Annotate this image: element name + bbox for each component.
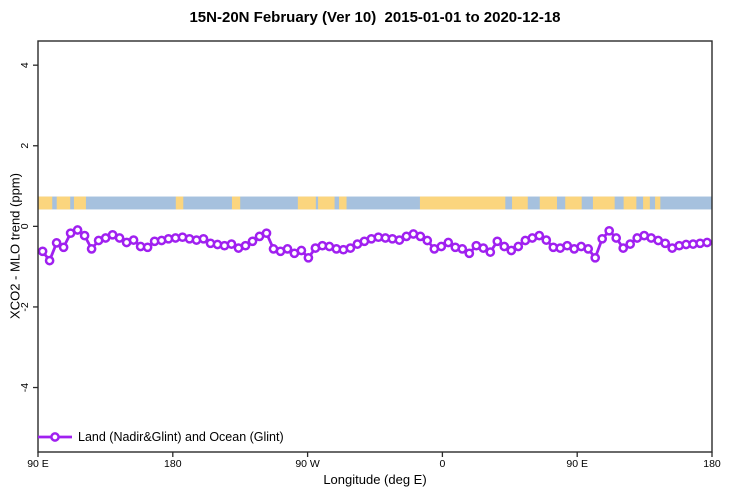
x-tick-label: 180 bbox=[703, 458, 721, 470]
data-point-marker bbox=[534, 230, 545, 241]
data-point-marker bbox=[261, 228, 272, 239]
land-band-segment bbox=[643, 196, 650, 210]
data-point-marker bbox=[443, 237, 454, 248]
data-point-marker bbox=[660, 238, 671, 249]
data-point-marker bbox=[58, 242, 69, 253]
y-tick-label: -2 bbox=[19, 302, 31, 311]
land-band-segment bbox=[297, 196, 316, 210]
data-point-marker bbox=[492, 236, 503, 247]
data-point-marker bbox=[72, 225, 83, 235]
y-tick-label: -4 bbox=[19, 383, 31, 392]
data-point-marker bbox=[625, 239, 636, 249]
plot-border bbox=[37, 40, 713, 453]
data-point-marker bbox=[44, 255, 55, 266]
legend: Land (Nadir&Glint) and Ocean (Glint) bbox=[38, 430, 284, 444]
y-tick-label: 4 bbox=[19, 62, 31, 68]
data-point-marker bbox=[478, 243, 489, 253]
data-point-marker bbox=[541, 235, 552, 245]
data-point-marker bbox=[618, 243, 629, 253]
data-point-marker bbox=[303, 252, 314, 263]
data-point-marker bbox=[499, 241, 510, 252]
data-point-marker bbox=[422, 235, 433, 246]
data-point-marker bbox=[86, 244, 97, 254]
land-ocean-band bbox=[38, 196, 712, 210]
chart-title: 15N-20N February (Ver 10) 2015-01-01 to … bbox=[189, 9, 561, 26]
data-point-marker bbox=[513, 241, 524, 252]
land-band-segment bbox=[339, 196, 347, 210]
data-point-marker bbox=[79, 230, 90, 241]
land-band-segment bbox=[512, 196, 528, 210]
data-point-marker bbox=[457, 244, 468, 254]
x-tick-label: 90 E bbox=[566, 458, 588, 470]
land-band-segment bbox=[623, 196, 637, 210]
data-point-marker bbox=[597, 233, 608, 244]
x-tick-label: 0 bbox=[439, 458, 445, 470]
land-band-segment bbox=[73, 196, 86, 210]
x-axis-label: Longitude (deg E) bbox=[323, 472, 427, 487]
data-point-marker bbox=[436, 241, 447, 252]
legend-marker-sample bbox=[50, 432, 60, 442]
x-tick-label: 180 bbox=[164, 458, 182, 470]
data-point-marker bbox=[464, 248, 475, 259]
land-band-segment bbox=[318, 196, 335, 210]
data-point-marker bbox=[240, 240, 251, 251]
data-point-marker bbox=[485, 247, 496, 257]
x-tick-label: 90 E bbox=[27, 458, 49, 470]
data-point-marker bbox=[128, 235, 139, 245]
data-point-marker bbox=[226, 239, 237, 249]
land-band-segment bbox=[539, 196, 557, 210]
data-point-marker bbox=[590, 252, 601, 263]
data-point-marker bbox=[296, 245, 307, 256]
data-point-marker bbox=[394, 235, 405, 245]
data-point-marker bbox=[702, 237, 712, 248]
land-band-segment bbox=[231, 196, 241, 210]
data-point-marker bbox=[506, 245, 517, 256]
land-band-segment bbox=[592, 196, 615, 210]
data-point-marker bbox=[37, 246, 48, 257]
axes: 90 E 180 90 W 0 90 E 180 -4 -2 0 2 4 bbox=[19, 40, 721, 470]
y-tick-label: 2 bbox=[19, 143, 31, 149]
y-tick-label: 0 bbox=[19, 223, 31, 229]
data-point-marker bbox=[282, 244, 293, 254]
land-band-segment bbox=[56, 196, 71, 210]
data-point-marker bbox=[247, 236, 258, 247]
data-point-marker bbox=[142, 242, 153, 253]
data-point-marker bbox=[198, 233, 209, 244]
land-band-segment bbox=[38, 196, 53, 210]
data-point-marker bbox=[51, 238, 62, 248]
legend-label: Land (Nadir&Glint) and Ocean (Glint) bbox=[78, 430, 284, 444]
data-point-marker bbox=[583, 244, 594, 254]
land-band-segment bbox=[655, 196, 661, 210]
land-band-segment bbox=[175, 196, 184, 210]
data-point-marker bbox=[345, 243, 356, 253]
data-series bbox=[37, 225, 712, 266]
land-band-segment bbox=[565, 196, 582, 210]
data-point-marker bbox=[611, 233, 622, 243]
land-band-segment bbox=[419, 196, 506, 210]
data-point-marker bbox=[415, 231, 426, 242]
data-point-marker bbox=[114, 233, 125, 243]
data-point-marker bbox=[604, 225, 615, 236]
x-tick-label: 90 W bbox=[295, 458, 320, 470]
